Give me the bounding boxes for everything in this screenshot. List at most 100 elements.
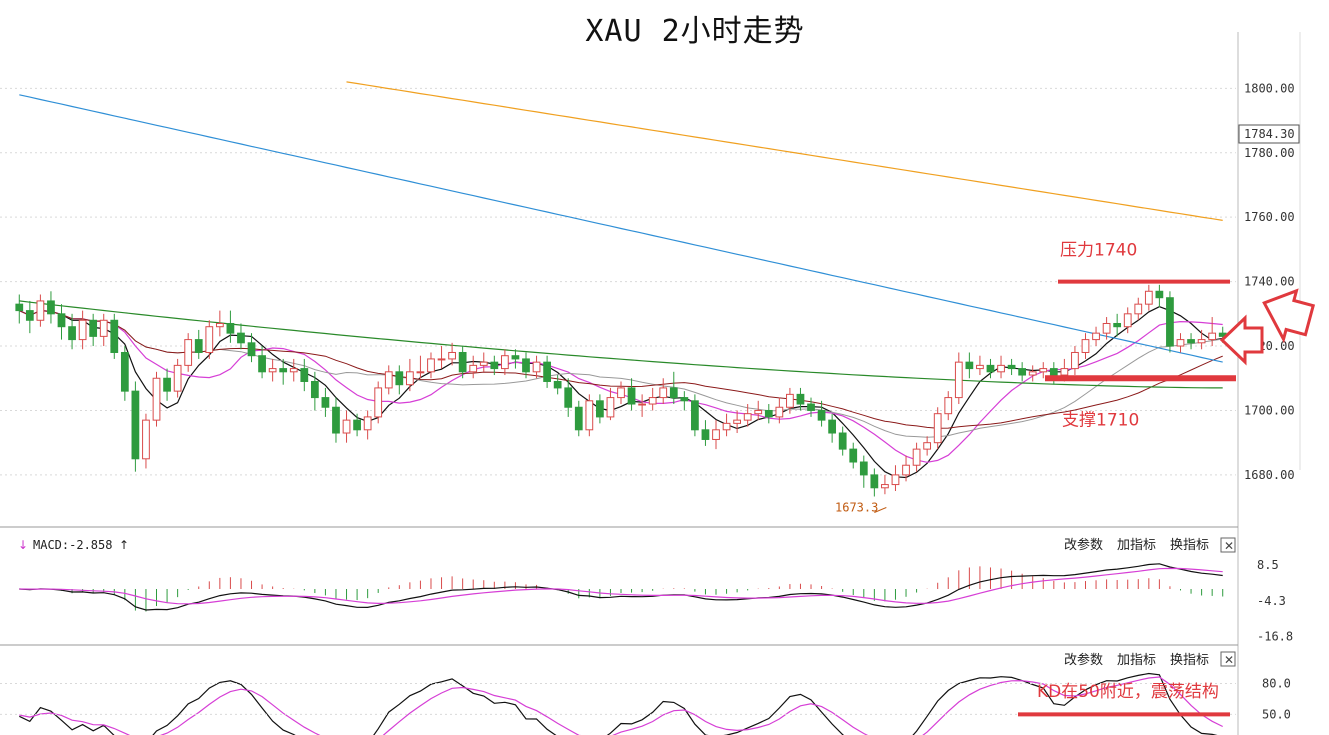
candle-body [1049, 368, 1058, 376]
candle-body [268, 368, 277, 373]
candle-body [173, 364, 182, 392]
candle-body [237, 332, 245, 344]
candle-body [754, 409, 763, 415]
macd-tick-label: 8.5 [1257, 558, 1279, 572]
candle-body [310, 380, 319, 399]
candle-body [701, 429, 710, 440]
candle-body [1113, 322, 1122, 328]
candle-body [986, 364, 995, 373]
candle-body [1018, 368, 1027, 376]
candle-body [574, 406, 583, 431]
candle-body [712, 429, 720, 440]
candle-body [944, 397, 953, 415]
candle-body [501, 355, 509, 370]
candle-body [163, 377, 171, 392]
candle-body [395, 371, 404, 386]
candle-body [1007, 364, 1016, 370]
candle-body [1060, 368, 1069, 376]
kd-note: KD在50附近，震荡结构 [1037, 682, 1219, 702]
kd-close-icon: ✕ [1224, 653, 1234, 667]
macd-add-indicator-button[interactable]: 加指标 [1117, 538, 1156, 553]
candle-body [99, 319, 108, 337]
macd-up-arrow-icon: ↑ [119, 538, 129, 552]
candle-body [743, 413, 752, 421]
kd-add-indicator-button[interactable]: 加指标 [1117, 653, 1156, 668]
candle-body [36, 300, 45, 321]
candle-body [1039, 368, 1048, 373]
candle-body [976, 364, 984, 370]
candle-body [933, 413, 942, 444]
candle-body [553, 380, 562, 389]
candle-body [838, 432, 847, 450]
kd-d-line [19, 676, 1223, 735]
candle-body [1187, 339, 1195, 344]
candle-body [1102, 322, 1111, 334]
macd-down-arrow-icon: ↓ [18, 538, 28, 552]
candle-body [437, 358, 446, 361]
candle-body [1208, 332, 1217, 341]
macd-switch-indicator-button[interactable]: 换指标 [1170, 538, 1209, 553]
candle-body [68, 326, 76, 341]
candle-body [416, 371, 425, 374]
kd-edit-params-button[interactable]: 改参数 [1064, 652, 1103, 668]
macd-edit-params-button[interactable]: 改参数 [1064, 537, 1103, 553]
candle-body [617, 387, 625, 399]
candle-body [1144, 290, 1153, 305]
candle-body [596, 400, 604, 418]
candle-body [786, 393, 794, 408]
candle-body [722, 422, 731, 431]
candle-body [1166, 297, 1174, 347]
candle-body [215, 322, 224, 328]
candle-body [543, 361, 551, 382]
candle-body [511, 355, 520, 360]
candle-body [353, 419, 361, 431]
ma-120-line [19, 94, 1223, 363]
macd-dif-line [19, 563, 1223, 611]
candlesticks [15, 284, 1227, 513]
candle-body [300, 368, 309, 382]
ma-250-line [346, 81, 1223, 221]
candle-body [669, 387, 678, 399]
kd-close-button[interactable] [1220, 651, 1236, 667]
candle-body [965, 361, 974, 370]
price-axis-ticks: 1800.001780.001760.001740.001720.001700.… [1244, 81, 1295, 482]
macd-series [19, 563, 1224, 612]
ma-20-line [19, 310, 1223, 438]
candle-body [923, 442, 932, 450]
annotations: 压力1740 支撑1710 1673.3 [835, 241, 1316, 514]
up-arrow-icon-large [1262, 288, 1316, 344]
price-tick-label: 1680.00 [1244, 468, 1295, 482]
kd-tick-label: 50.0 [1262, 707, 1291, 721]
candle-body [807, 403, 815, 411]
candle-body [1123, 313, 1132, 328]
candle-body [606, 397, 615, 418]
candle-body [110, 319, 119, 353]
candle-body [997, 364, 1005, 373]
candle-body [532, 361, 541, 373]
macd-axis-ticks: 8.5 -4.3 -16.8 [1257, 558, 1293, 644]
candle-body [849, 448, 858, 463]
current-price-box [1238, 124, 1300, 144]
candle-body [1071, 351, 1079, 370]
candle-body [194, 339, 203, 353]
candle-body [15, 303, 24, 312]
current-price-label: 1784.30 [1244, 127, 1295, 141]
resistance-label: 压力1740 [1060, 241, 1137, 261]
candle-body [184, 339, 193, 366]
price-tick-label: 1780.00 [1244, 146, 1295, 160]
candle-body [691, 400, 699, 431]
candle-body [289, 368, 298, 373]
macd-close-icon: ✕ [1224, 539, 1234, 553]
candle-body [891, 474, 900, 486]
candle-body [522, 358, 530, 373]
kd-switch-indicator-button[interactable]: 换指标 [1170, 653, 1209, 668]
candle-body [902, 464, 910, 476]
candle-body [247, 342, 256, 357]
candle-body [659, 387, 668, 399]
macd-close-button[interactable] [1220, 537, 1236, 553]
macd-label: MACD:-2.858 [33, 538, 112, 552]
candle-body [258, 355, 266, 373]
candle-body [57, 313, 66, 328]
candle-body [279, 368, 288, 373]
candle-body [881, 484, 889, 489]
